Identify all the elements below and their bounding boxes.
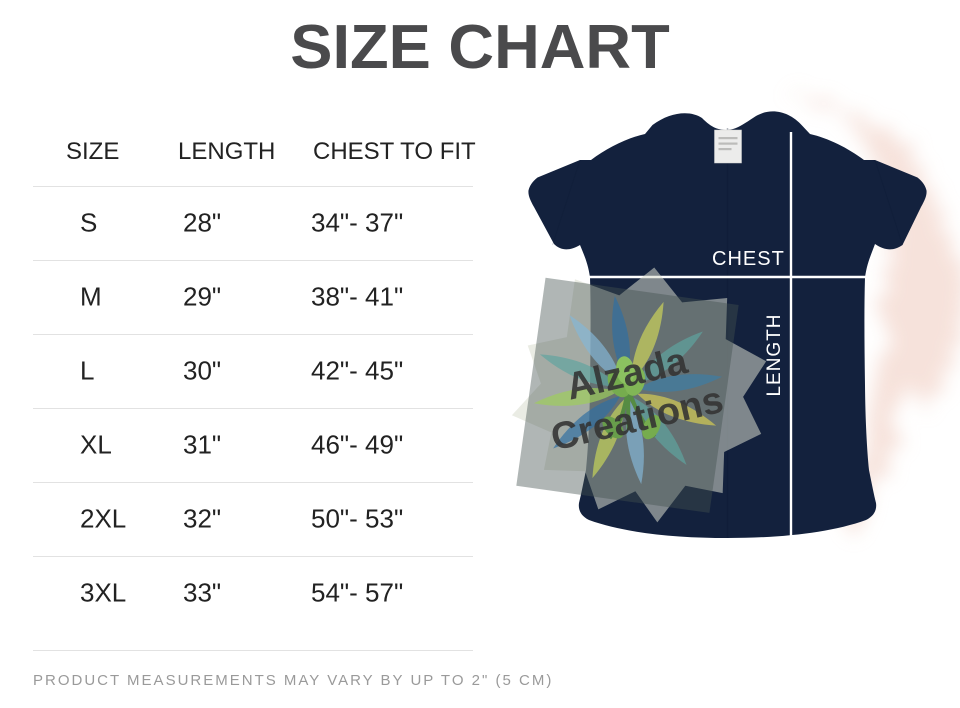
svg-text:LENGTH: LENGTH bbox=[764, 313, 785, 396]
svg-text:CHEST: CHEST bbox=[712, 248, 785, 270]
